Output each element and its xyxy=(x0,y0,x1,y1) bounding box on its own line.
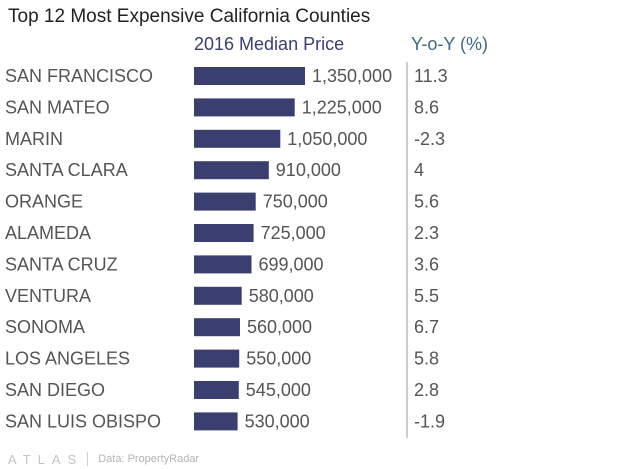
yoy-value: 11.3 xyxy=(414,66,448,86)
price-bar xyxy=(194,161,269,180)
yoy-column-header: Y-o-Y (%) xyxy=(411,34,489,54)
value-label: 725,000 xyxy=(261,223,326,243)
category-label: ORANGE xyxy=(5,192,83,212)
chart-title: Top 12 Most Expensive California Countie… xyxy=(8,6,371,27)
price-bar xyxy=(194,318,240,337)
value-label: 1,225,000 xyxy=(302,97,382,117)
category-label: SAN MATEO xyxy=(5,97,110,117)
footer-separator xyxy=(87,452,89,466)
category-label: SONOMA xyxy=(5,317,85,337)
value-label: 550,000 xyxy=(246,349,311,369)
category-label: SAN LUIS OBISPO xyxy=(5,411,161,431)
yoy-value: -2.3 xyxy=(414,129,445,149)
price-bar xyxy=(194,224,254,242)
price-bar xyxy=(194,192,256,211)
value-label: 1,050,000 xyxy=(287,129,367,149)
yoy-value: 2.3 xyxy=(414,223,439,243)
price-bar xyxy=(194,349,240,368)
yoy-value: -1.9 xyxy=(414,411,445,431)
price-bar xyxy=(194,255,252,274)
value-label: 580,000 xyxy=(249,286,314,306)
yoy-value: 8.6 xyxy=(414,97,439,117)
category-label: SANTA CLARA xyxy=(5,160,128,180)
price-bar xyxy=(194,286,242,305)
category-label: SAN FRANCISCO xyxy=(5,66,153,86)
value-label: 560,000 xyxy=(247,317,312,337)
yoy-value: 5.5 xyxy=(414,286,439,306)
yoy-value: 6.7 xyxy=(414,317,439,337)
yoy-value: 4 xyxy=(414,160,424,180)
price-bar xyxy=(194,129,281,148)
value-label: 545,000 xyxy=(246,380,311,400)
value-label: 910,000 xyxy=(276,160,341,180)
value-label: 699,000 xyxy=(259,254,324,274)
value-label: 750,000 xyxy=(263,192,328,212)
category-label: VENTURA xyxy=(5,286,91,306)
price-bar xyxy=(194,381,239,399)
yoy-value: 3.6 xyxy=(414,254,439,274)
category-label: SANTA CRUZ xyxy=(5,254,118,274)
data-source: Data: PropertyRadar xyxy=(98,453,200,465)
category-label: LOS ANGELES xyxy=(5,349,130,369)
value-label: 1,350,000 xyxy=(312,66,392,86)
price-column-header: 2016 Median Price xyxy=(194,34,345,54)
chart-rows: SAN FRANCISCO 1,350,000 11.3 SAN MATEO 1,225… xyxy=(5,66,448,431)
price-bar xyxy=(194,412,238,431)
price-bar xyxy=(194,98,295,117)
yoy-value: 5.8 xyxy=(414,349,439,369)
value-label: 530,000 xyxy=(245,411,310,431)
price-bar xyxy=(194,67,305,85)
atlas-logo: ATLAS xyxy=(8,451,84,467)
category-label: MARIN xyxy=(5,129,63,149)
yoy-value: 5.6 xyxy=(414,192,439,212)
footer: ATLAS Data: PropertyRadar xyxy=(8,450,199,468)
yoy-value: 2.8 xyxy=(414,380,439,400)
category-label: SAN DIEGO xyxy=(5,380,105,400)
category-label: ALAMEDA xyxy=(5,223,91,243)
